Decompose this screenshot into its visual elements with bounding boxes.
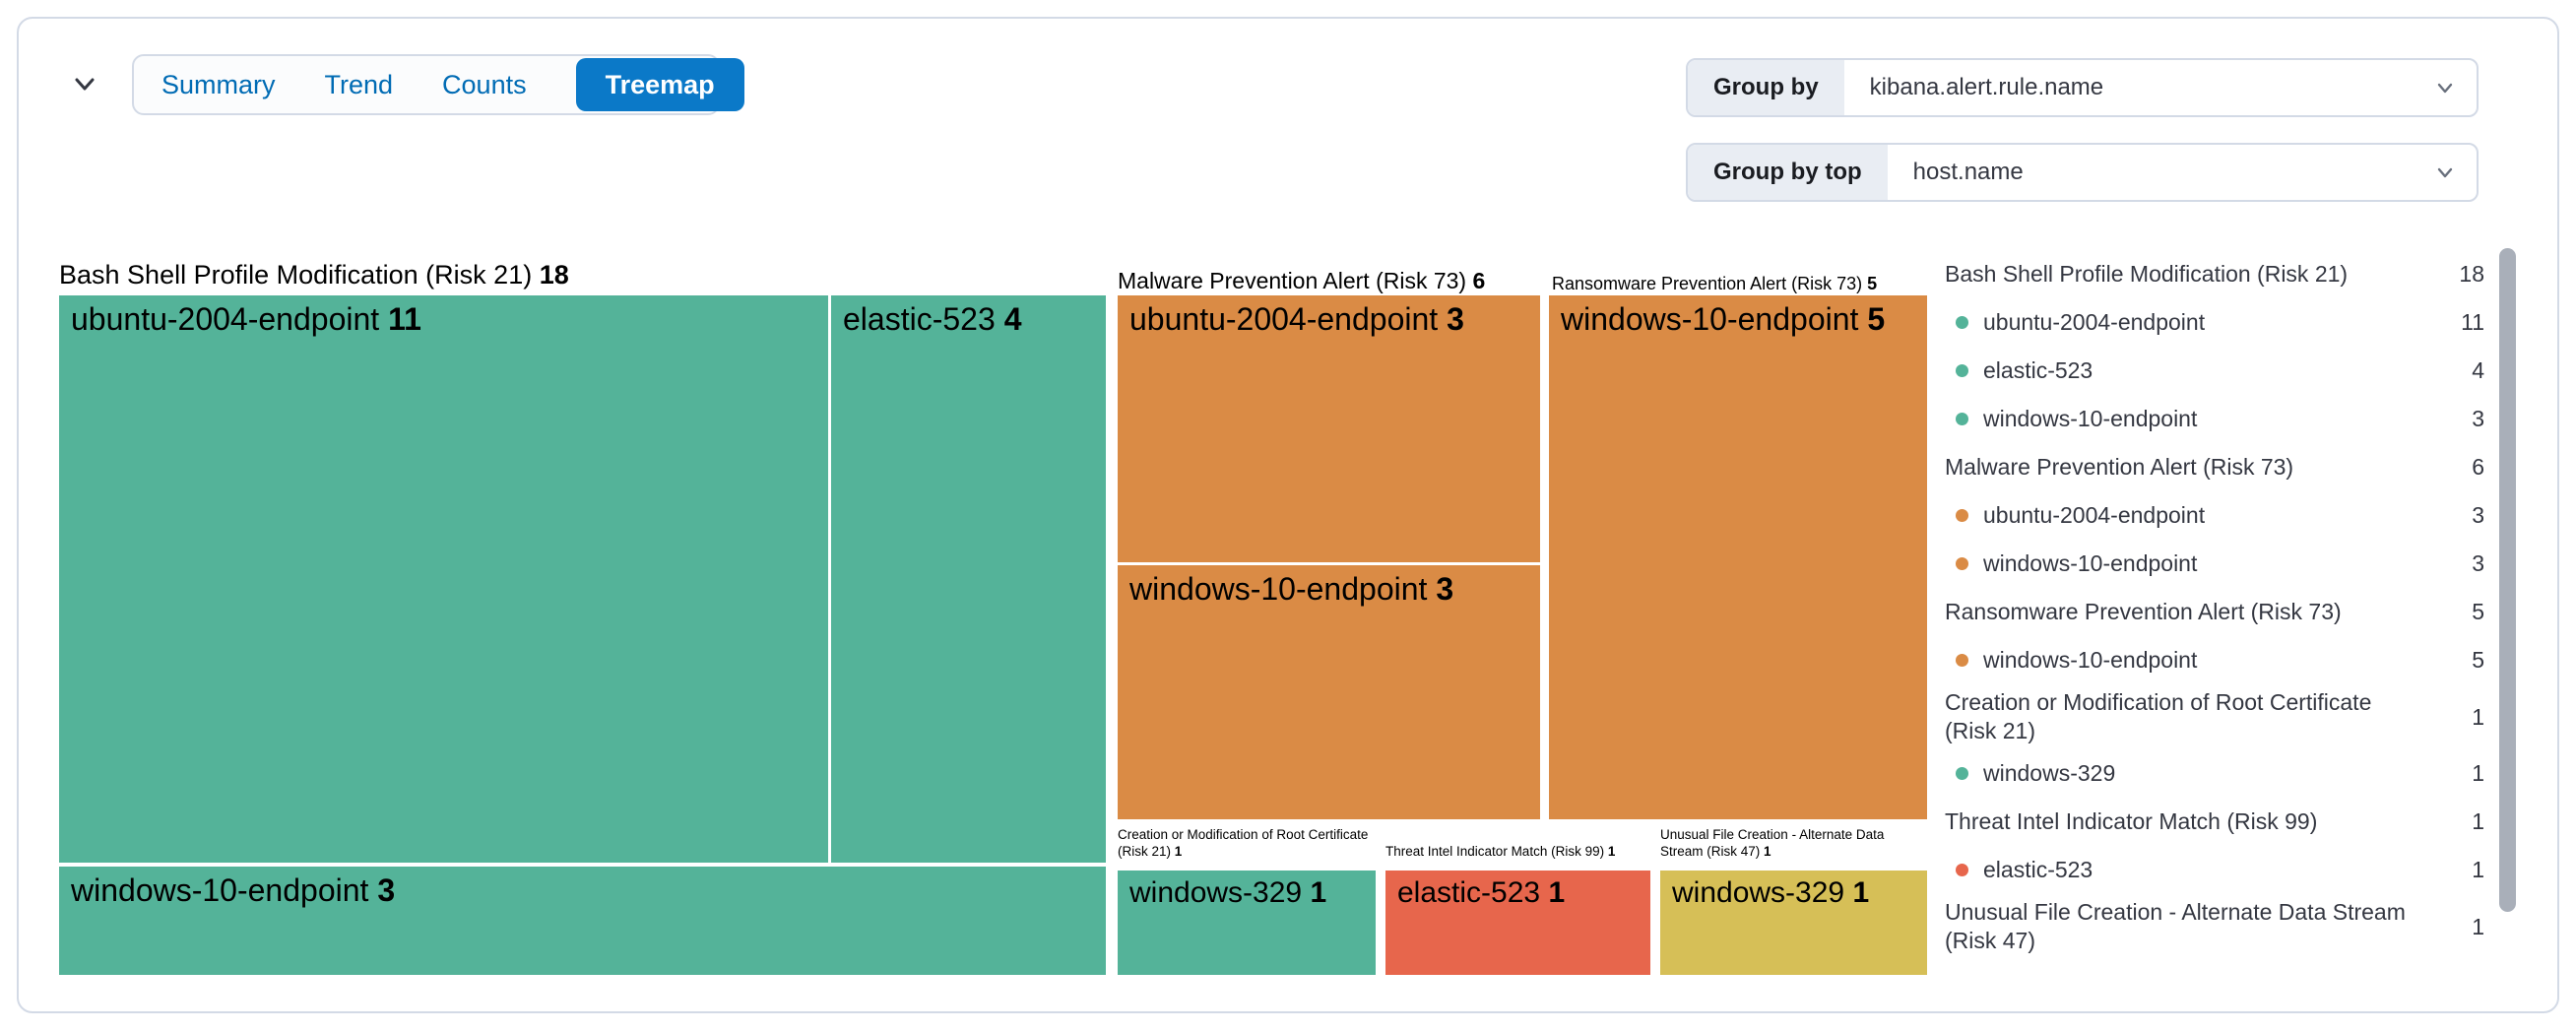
treemap-cell-bash-ubuntu[interactable]: ubuntu-2004-endpoint 11 <box>59 295 828 863</box>
treemap-cell-root-certificate-windows329[interactable]: windows-329 1 <box>1118 871 1376 975</box>
legend-host-row[interactable]: elastic-523 4 <box>1945 347 2484 395</box>
tab-counts[interactable]: Counts <box>442 69 527 99</box>
legend-host-row[interactable]: ubuntu-2004-endpoint 3 <box>1945 491 2484 540</box>
treemap-group-header-unusual-file: Unusual File Creation - Alternate Data S… <box>1660 827 1885 859</box>
legend-dot-icon <box>1956 557 1968 570</box>
legend-host-row[interactable]: windows-10-endpoint 3 <box>1945 395 2484 443</box>
chevron-down-icon <box>70 69 99 101</box>
treemap-cell-unusual-file-windows329[interactable]: windows-329 1 <box>1660 871 1927 975</box>
treemap-group-header-malware: Malware Prevention Alert (Risk 73) 6 <box>1118 268 1486 293</box>
legend-rule-row[interactable]: Creation or Modification of Root Certifi… <box>1945 689 2484 743</box>
group-by-select[interactable]: Group by kibana.alert.rule.name <box>1686 58 2479 117</box>
treemap-cell-threat-intel-elastic[interactable]: elastic-523 1 <box>1385 871 1650 975</box>
legend-host-row[interactable]: ubuntu-2004-endpoint 11 <box>1945 298 2484 347</box>
chevron-down-icon <box>2414 60 2477 115</box>
treemap-group-header-bash: Bash Shell Profile Modification (Risk 21… <box>59 260 569 290</box>
treemap-cell-ransomware-windows10[interactable]: windows-10-endpoint 5 <box>1549 295 1927 819</box>
tab-treemap[interactable]: Treemap <box>575 58 744 111</box>
group-by-value: kibana.alert.rule.name <box>1869 74 2104 100</box>
legend-rule-row[interactable]: Malware Prevention Alert (Risk 73) 6 <box>1945 454 2484 480</box>
tab-summary[interactable]: Summary <box>161 69 276 99</box>
legend-rule-row[interactable]: Ransomware Prevention Alert (Risk 73) 5 <box>1945 599 2484 624</box>
collapse-panel-button[interactable] <box>61 61 108 108</box>
group-by-label: Group by <box>1688 60 1844 115</box>
treemap-cell-bash-elastic[interactable]: elastic-523 4 <box>831 295 1106 863</box>
legend-rule-row[interactable]: Bash Shell Profile Modification (Risk 21… <box>1945 261 2484 287</box>
chevron-down-icon <box>2414 145 2477 200</box>
group-by-top-select[interactable]: Group by top host.name <box>1686 143 2479 202</box>
treemap-group-header-root-certificate: Creation or Modification of Root Certifi… <box>1118 827 1369 859</box>
treemap-group-header-threat-intel: Threat Intel Indicator Match (Risk 99) 1 <box>1385 844 1616 859</box>
legend-dot-icon <box>1956 864 1968 876</box>
group-by-top-label: Group by top <box>1688 145 1888 200</box>
legend-scrollbar-thumb[interactable] <box>2499 248 2516 912</box>
legend-rule-row[interactable]: Unusual File Creation - Alternate Data S… <box>1945 899 2484 953</box>
legend-host-row[interactable]: windows-10-endpoint 3 <box>1945 540 2484 588</box>
treemap-cell-malware-windows10[interactable]: windows-10-endpoint 3 <box>1118 565 1540 819</box>
legend-dot-icon <box>1956 509 1968 522</box>
legend-dot-icon <box>1956 413 1968 425</box>
treemap-group-header-ransomware: Ransomware Prevention Alert (Risk 73) 5 <box>1552 274 1878 293</box>
legend-host-row[interactable]: windows-329 1 <box>1945 749 2484 798</box>
legend-dot-icon <box>1956 316 1968 329</box>
legend-host-row[interactable]: elastic-523 1 <box>1945 846 2484 894</box>
treemap-cell-bash-windows10[interactable]: windows-10-endpoint 3 <box>59 867 1106 975</box>
legend-dot-icon <box>1956 654 1968 667</box>
view-mode-tabs: Summary Trend Counts Treemap <box>132 54 744 115</box>
legend-host-row[interactable]: windows-10-endpoint 5 <box>1945 636 2484 684</box>
tab-trend[interactable]: Trend <box>324 69 394 99</box>
legend-dot-icon <box>1956 364 1968 377</box>
treemap-legend: Bash Shell Profile Modification (Risk 21… <box>1945 250 2484 959</box>
legend-dot-icon <box>1956 767 1968 780</box>
group-by-top-value: host.name <box>1912 159 2024 185</box>
legend-rule-row[interactable]: Threat Intel Indicator Match (Risk 99) 1 <box>1945 808 2484 834</box>
treemap-cell-malware-ubuntu[interactable]: ubuntu-2004-endpoint 3 <box>1118 295 1540 562</box>
